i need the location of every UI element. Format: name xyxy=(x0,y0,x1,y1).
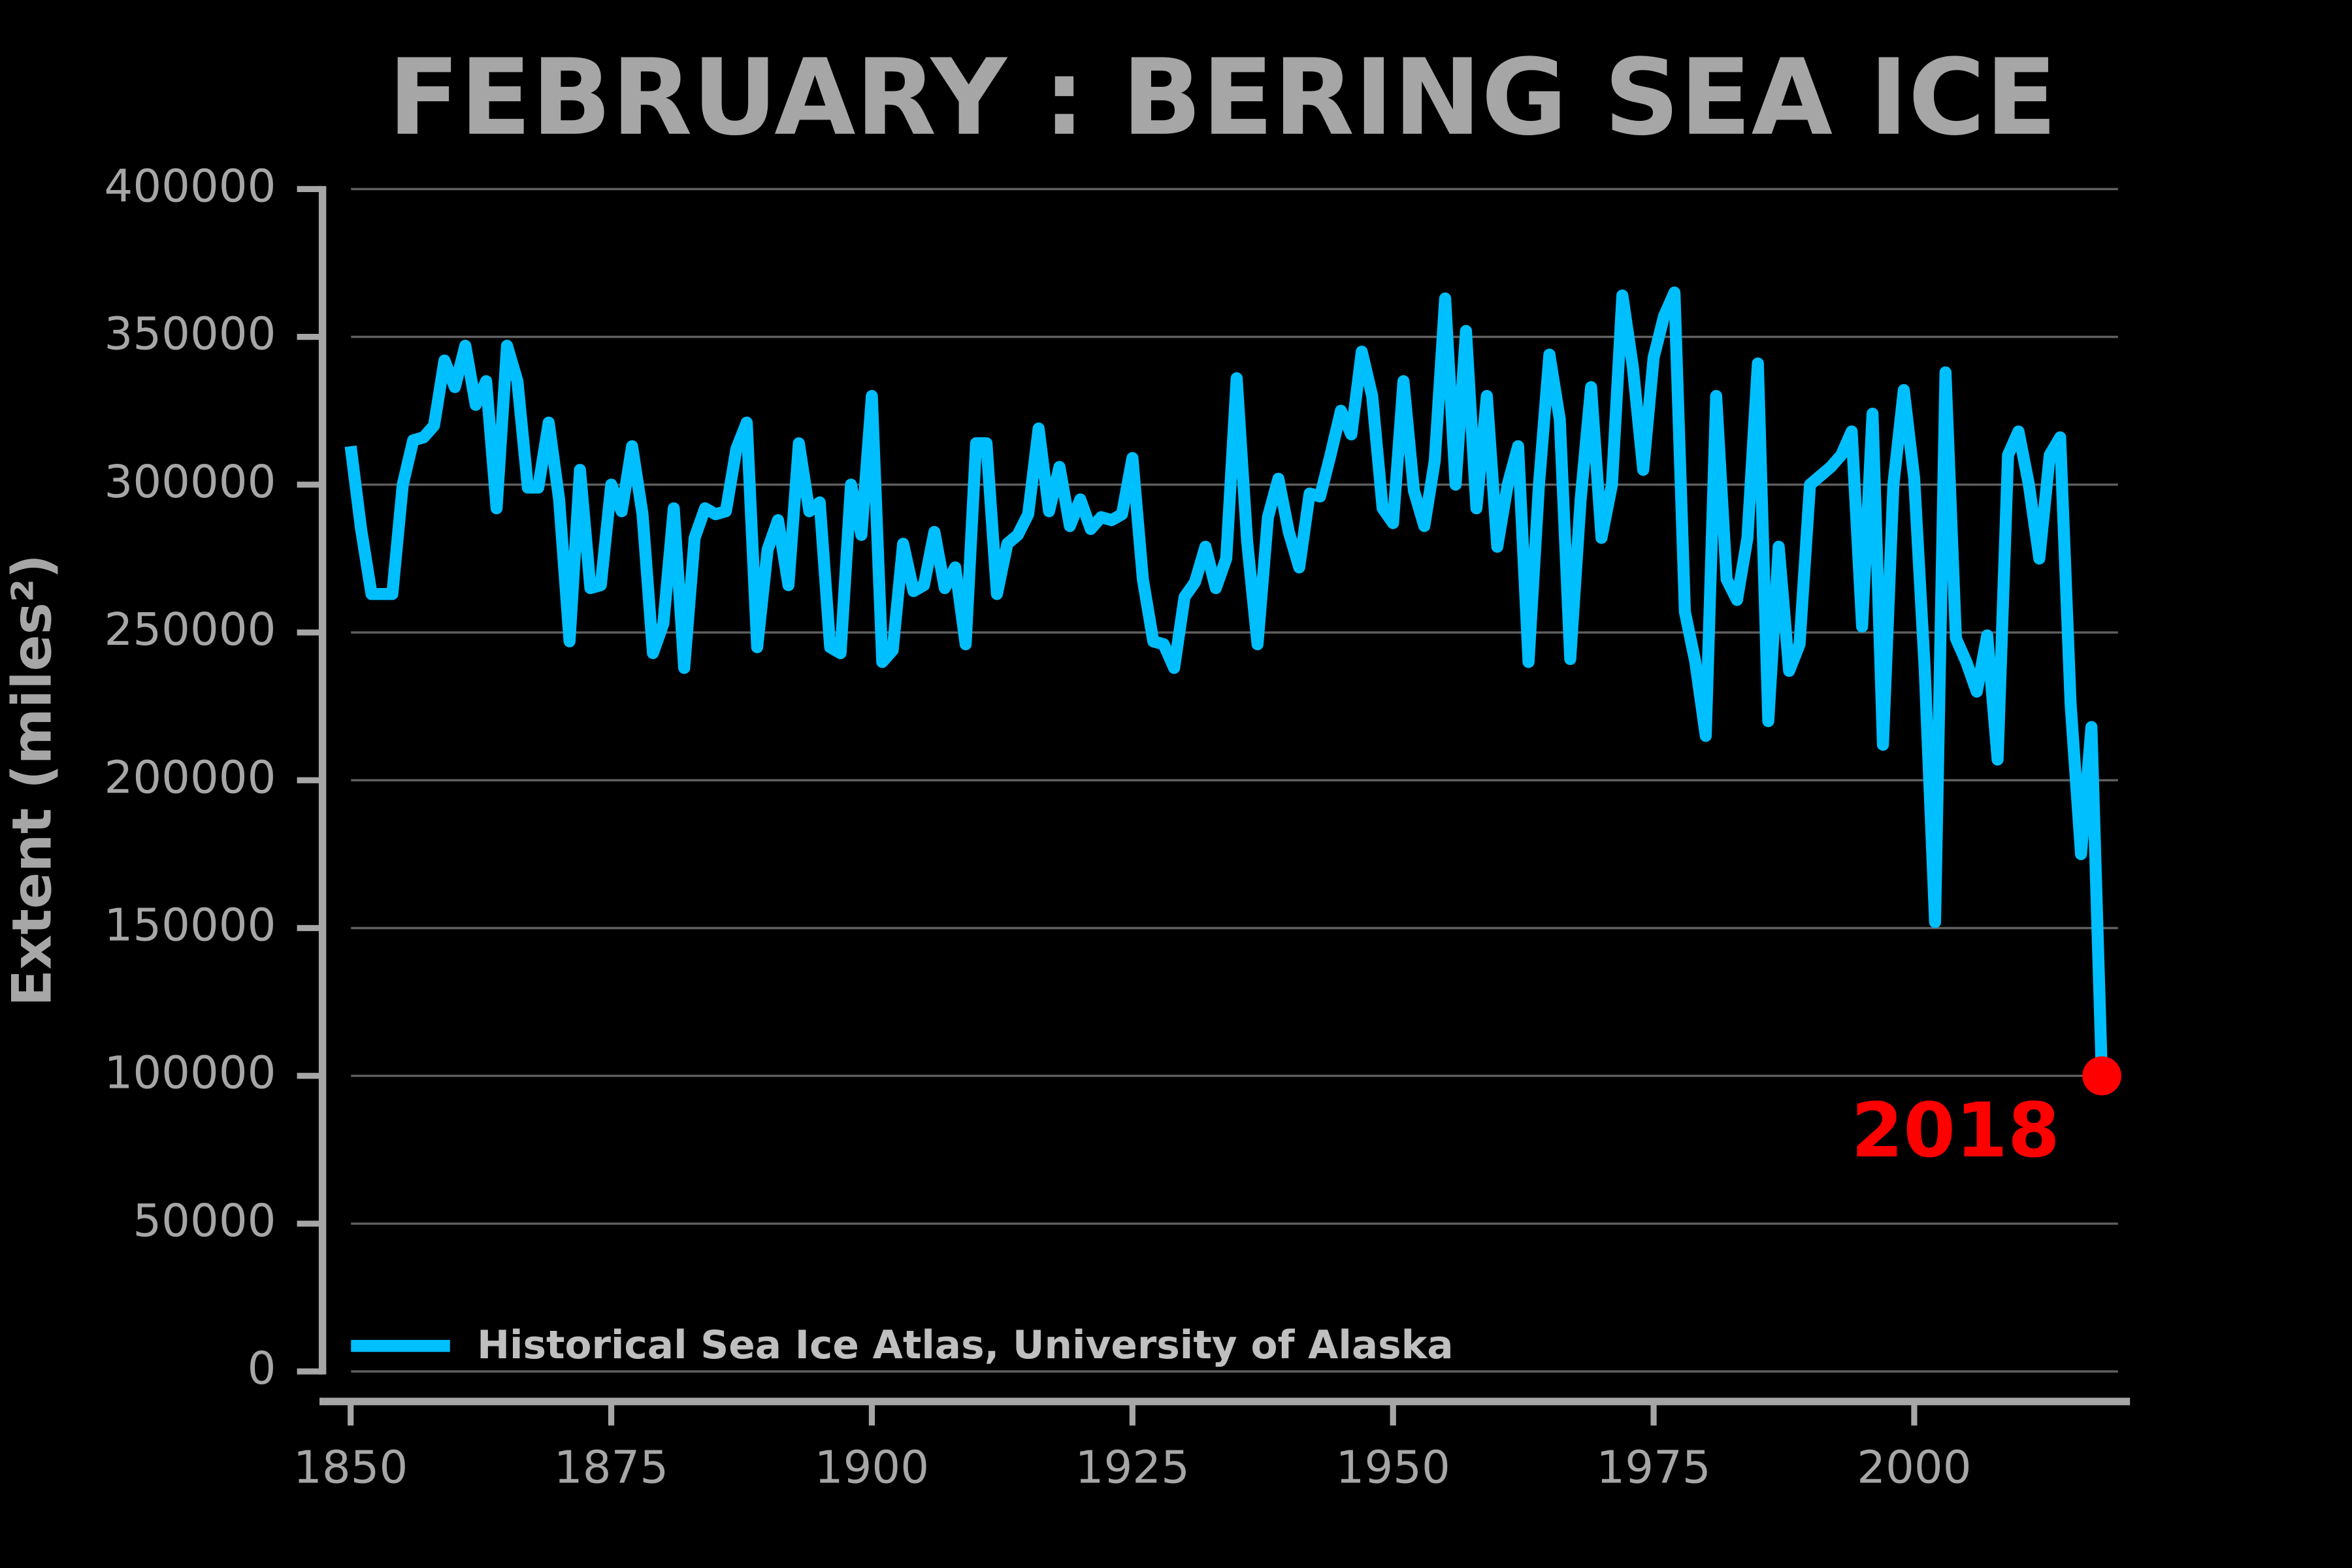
highlight-label: 2018 xyxy=(1851,1087,2059,1175)
x-tick-label: 1950 xyxy=(1336,1442,1450,1494)
chart-title: FEBRUARY : BERING SEA ICE xyxy=(388,37,2057,159)
legend-label: Historical Sea Ice Atlas, University of … xyxy=(477,1323,1453,1368)
y-tick-label: 50000 xyxy=(133,1195,276,1247)
y-tick-label: 200000 xyxy=(105,751,276,804)
x-tick-label: 1925 xyxy=(1075,1442,1190,1494)
x-tick-label: 1900 xyxy=(815,1442,929,1494)
y-tick-label: 100000 xyxy=(105,1047,276,1100)
y-tick-label: 150000 xyxy=(105,900,276,952)
y-tick-label: 300000 xyxy=(105,456,276,508)
x-tick-label: 2000 xyxy=(1857,1442,1971,1494)
x-tick-label: 1975 xyxy=(1596,1442,1710,1494)
y-axis-label: Extent (miles²) xyxy=(1,554,64,1006)
x-tick-label: 1850 xyxy=(293,1442,408,1494)
y-tick-label: 350000 xyxy=(105,308,276,361)
y-tick-label: 400000 xyxy=(105,160,276,212)
data-line xyxy=(344,286,2108,1076)
highlight-point xyxy=(2082,1056,2121,1096)
x-tick-label: 1875 xyxy=(554,1442,668,1494)
y-tick-label: 250000 xyxy=(105,604,276,656)
y-tick-label: 0 xyxy=(248,1343,276,1395)
